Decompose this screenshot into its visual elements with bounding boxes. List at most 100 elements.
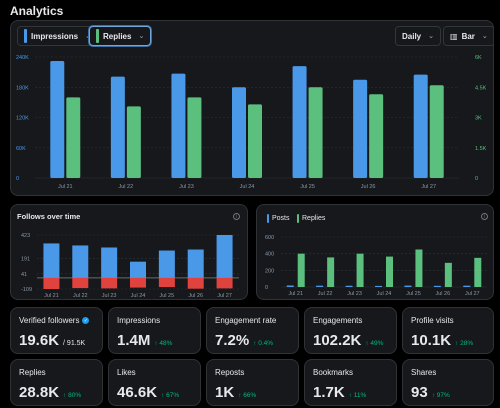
metric-label: Replies <box>19 368 46 377</box>
x-tick-label: Jul 26 <box>361 184 376 190</box>
impressions-bar <box>292 66 307 178</box>
x-tick-label: Jul 24 <box>131 293 146 299</box>
impressions-bar <box>232 87 246 178</box>
period-select[interactable]: Daily ⌄ <box>395 26 441 46</box>
follows-bar <box>101 247 118 278</box>
metric-label: Likes <box>117 368 136 377</box>
y-tick: 0 <box>265 285 268 291</box>
y-tick: 191 <box>21 257 30 263</box>
x-tick-label: Jul 26 <box>436 291 451 297</box>
x-tick-label: Jul 22 <box>73 293 88 299</box>
x-tick-label: Jul 25 <box>406 291 421 297</box>
y-tick-left: 0 <box>16 176 19 182</box>
page-title: Analytics <box>10 4 64 18</box>
info-icon[interactable]: i <box>233 213 240 220</box>
x-tick-label: Jul 26 <box>188 293 203 299</box>
metric-delta: ↑ 49% <box>365 340 384 347</box>
metric-likes[interactable]: Likes 46.6K ↑ 67% <box>108 359 201 406</box>
metric-sub: / 91.5K <box>63 340 86 347</box>
metric-value: 10.1K ↑ 28% <box>411 332 474 349</box>
legend-replies: Replies <box>297 214 325 223</box>
posts-bar <box>375 285 382 287</box>
impressions-bar <box>50 61 65 178</box>
replies-swatch <box>297 214 299 223</box>
metric-profile-visits[interactable]: Profile visits 10.1K ↑ 28% <box>402 307 494 354</box>
chart-type-select-label: Bar <box>461 31 475 41</box>
metric-value: 93 ↑ 97% <box>411 384 450 401</box>
metric-delta: ↑ 80% <box>63 392 82 399</box>
impressions-metric-select[interactable]: Impressions ⌄ <box>17 26 99 46</box>
replies-bar <box>66 97 81 178</box>
chevron-down-icon: ⌄ <box>481 33 488 40</box>
follows-bar <box>130 261 146 278</box>
replies-metric-select[interactable]: Replies ⌄ <box>89 26 152 46</box>
y-tick-left: 240K <box>16 55 29 61</box>
chevron-down-icon: ⌄ <box>138 33 145 40</box>
replies-bar <box>356 253 364 287</box>
metric-shares[interactable]: Shares 93 ↑ 97% <box>402 359 494 406</box>
unfollows-bar <box>72 277 89 289</box>
legend-replies-label: Replies <box>302 215 326 222</box>
x-tick-label: Jul 23 <box>179 184 194 190</box>
impressions-bar <box>110 76 125 178</box>
y-tick: 600 <box>265 235 274 241</box>
unfollows-bar <box>43 277 60 289</box>
chevron-down-icon: ⌄ <box>428 33 434 40</box>
x-tick-label: Jul 21 <box>58 184 73 190</box>
follows-bar <box>216 235 233 278</box>
y-tick-right: 4.5K <box>475 85 487 91</box>
metric-delta: ↑ 97% <box>431 392 450 399</box>
metric-verified-followers[interactable]: Verified followers ✓ 19.6K/ 91.5K <box>10 307 103 354</box>
replies-bar <box>369 94 384 178</box>
replies-bar <box>297 253 305 287</box>
replies-bar <box>386 256 393 287</box>
metric-bookmarks[interactable]: Bookmarks 1.7K ↑ 11% <box>304 359 397 406</box>
replies-bar <box>248 104 262 178</box>
chart-type-select[interactable]: ▥ Bar ⌄ <box>443 26 493 46</box>
x-tick-label: Jul 27 <box>465 291 480 297</box>
metric-value: 1.7K ↑ 11% <box>313 384 367 401</box>
metric-value: 19.6K/ 91.5K <box>19 332 86 349</box>
metric-engagements[interactable]: Engagements 102.2K ↑ 49% <box>304 307 397 354</box>
metric-delta: ↑ 0.4% <box>253 340 274 347</box>
x-tick-label: Jul 21 <box>44 293 59 299</box>
metric-value: 1K ↑ 66% <box>215 384 257 401</box>
impressions-replies-chart: 0 60K 120K 180K 240K 0 1.5K 3K 4.5K 6K Jul 21 Jul 2… <box>16 55 487 190</box>
bar-chart-icon: ▥ <box>450 31 458 41</box>
period-select-label: Daily <box>402 31 422 41</box>
posts-bar <box>316 285 324 287</box>
metric-value: 7.2% ↑ 0.4% <box>215 332 274 349</box>
metric-delta: ↑ 48% <box>154 340 173 347</box>
info-icon[interactable]: i <box>481 213 488 220</box>
follows-bar <box>187 249 204 278</box>
replies-bar <box>308 87 323 178</box>
legend-posts: Posts <box>267 214 290 223</box>
x-tick-label: Jul 21 <box>288 291 303 297</box>
unfollows-bar <box>187 277 204 289</box>
x-tick-label: Jul 27 <box>421 184 436 190</box>
y-tick-left: 120K <box>16 116 29 122</box>
metric-label: Verified followers ✓ <box>19 316 90 325</box>
metric-engagement-rate[interactable]: Engagement rate 7.2% ↑ 0.4% <box>206 307 299 354</box>
legend-posts-label: Posts <box>272 215 290 222</box>
metric-label: Engagements <box>313 316 363 325</box>
replies-bar <box>429 85 444 178</box>
metric-label: Reposts <box>215 368 245 377</box>
metric-replies[interactable]: Replies 28.8K ↑ 80% <box>10 359 103 406</box>
posts-replies-card: Posts Replies i 0 200 400 600 Jul 21 Jul 22 Ju… <box>256 204 494 300</box>
impressions-select-label: Impressions <box>31 31 79 41</box>
metric-value: 28.8K ↑ 80% <box>19 384 82 401</box>
x-tick-label: Jul 23 <box>102 293 117 299</box>
metric-impressions[interactable]: Impressions 1.4M ↑ 48% <box>108 307 201 354</box>
posts-bar <box>286 285 294 287</box>
replies-bar <box>126 106 141 178</box>
y-tick-right: 3K <box>475 116 482 122</box>
follows-bar <box>43 243 60 278</box>
posts-swatch <box>267 214 269 223</box>
metric-label: Bookmarks <box>313 368 354 377</box>
replies-bar <box>444 262 452 287</box>
y-tick-right: 6K <box>475 55 482 61</box>
metric-value: 46.6K ↑ 67% <box>117 384 180 401</box>
impressions-bar <box>171 73 186 178</box>
metric-reposts[interactable]: Reposts 1K ↑ 66% <box>206 359 299 406</box>
